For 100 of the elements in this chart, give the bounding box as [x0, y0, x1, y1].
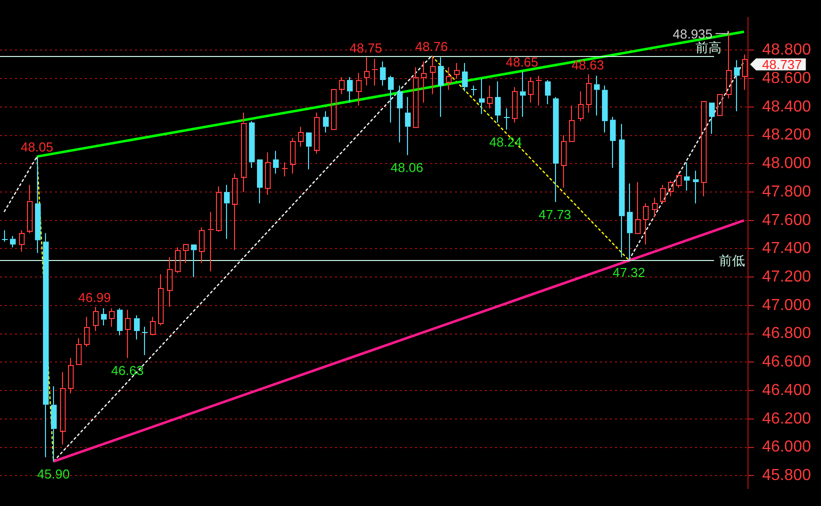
candlestick	[536, 75, 542, 106]
text: 47.32	[612, 265, 646, 280]
y-tick-label: 46.600	[762, 354, 812, 371]
candlestick	[232, 173, 238, 251]
candlestick	[51, 386, 57, 462]
candlestick	[693, 170, 699, 204]
candlestick	[290, 138, 296, 174]
candlestick	[68, 357, 74, 394]
candlestick	[372, 58, 378, 86]
candlestick	[569, 105, 575, 142]
candlestick	[282, 162, 288, 177]
candlestick	[487, 85, 493, 109]
candlestick	[627, 183, 633, 261]
candlestick	[586, 74, 592, 114]
candlestick	[504, 108, 510, 130]
candlestick	[413, 66, 419, 128]
candlestick	[60, 372, 66, 445]
ref-line-label: 前高	[696, 40, 722, 56]
candlestick	[742, 54, 748, 90]
candlestick	[158, 274, 164, 326]
text: 48.935	[672, 26, 713, 42]
candlestick	[364, 56, 370, 86]
text: 45.90	[37, 466, 70, 482]
candlestick	[421, 61, 427, 104]
text: 47.73	[538, 206, 572, 222]
text: 48.06	[390, 160, 424, 176]
candlestick	[726, 30, 732, 99]
candlestick	[668, 180, 674, 197]
y-tick-label: 48.000	[762, 155, 812, 172]
candlestick	[479, 78, 485, 115]
candlestick	[323, 110, 329, 133]
candlestick	[265, 152, 271, 196]
text: 48.737	[762, 56, 802, 72]
text: 48.24	[489, 134, 522, 150]
candlestick	[545, 79, 551, 105]
candlestick	[462, 62, 468, 92]
candlestick	[273, 150, 279, 174]
candlestick	[495, 80, 501, 124]
candlestick	[578, 90, 584, 122]
y-tick-label: 45.800	[762, 467, 812, 484]
candlestick	[76, 338, 82, 365]
text: 46.99	[78, 290, 111, 305]
candlestick	[610, 116, 616, 168]
candlestick	[208, 211, 214, 272]
candlestick	[134, 314, 140, 340]
candlestick	[19, 230, 25, 252]
text: 48.05	[20, 140, 54, 155]
candlestick	[10, 235, 16, 248]
candlestick	[652, 197, 658, 218]
candlestick	[380, 61, 386, 86]
candlestick	[397, 85, 403, 143]
text: 48.63	[571, 57, 604, 72]
candlestick	[619, 123, 625, 258]
y-tick-label: 47.800	[762, 183, 812, 200]
candlestick	[405, 96, 411, 156]
candlestick	[602, 85, 608, 133]
candlestick	[167, 256, 173, 308]
candlestick	[635, 182, 641, 234]
candlestick	[520, 70, 526, 118]
y-tick-label: 47.200	[762, 268, 812, 286]
candlestick	[43, 232, 49, 458]
candlestick	[27, 184, 33, 234]
candlestick	[35, 156, 41, 254]
text: 46.63	[111, 362, 144, 378]
candlestick	[191, 244, 197, 278]
candlestick	[553, 96, 559, 202]
candlestick	[347, 76, 353, 104]
candlestick	[388, 75, 394, 124]
candlestick	[93, 306, 99, 332]
candlestick	[446, 66, 452, 90]
candlestick	[224, 184, 230, 240]
candlestick	[734, 60, 740, 112]
candlestick	[125, 309, 131, 358]
candlestick	[142, 326, 148, 356]
candlestick	[199, 226, 205, 264]
candlestick	[528, 76, 534, 104]
candlestick	[2, 230, 8, 242]
candlestick	[470, 85, 478, 96]
candlestick	[298, 126, 304, 148]
candlestick	[109, 308, 115, 328]
y-tick-label: 47.600	[762, 212, 812, 229]
ref-line-label: 前低	[719, 254, 746, 269]
candlestick	[101, 308, 107, 326]
candlestick	[701, 101, 707, 197]
text: 48.76	[415, 38, 448, 54]
text: 48.65	[506, 54, 538, 70]
y-tick-label: 47.000	[762, 296, 812, 314]
candlestick	[84, 316, 90, 348]
y-tick-label: 46.800	[762, 325, 812, 342]
candlestick	[257, 159, 263, 204]
candlestick	[594, 75, 600, 116]
y-tick-label: 46.200	[762, 410, 812, 428]
candlestick	[249, 120, 255, 168]
candlestick	[561, 134, 567, 188]
candlestick	[643, 202, 649, 245]
candlestick	[430, 55, 436, 95]
candlestick	[454, 62, 460, 80]
candlestick	[438, 56, 444, 118]
y-tick-label: 47.400	[762, 240, 812, 258]
text: 48.75	[350, 40, 382, 56]
